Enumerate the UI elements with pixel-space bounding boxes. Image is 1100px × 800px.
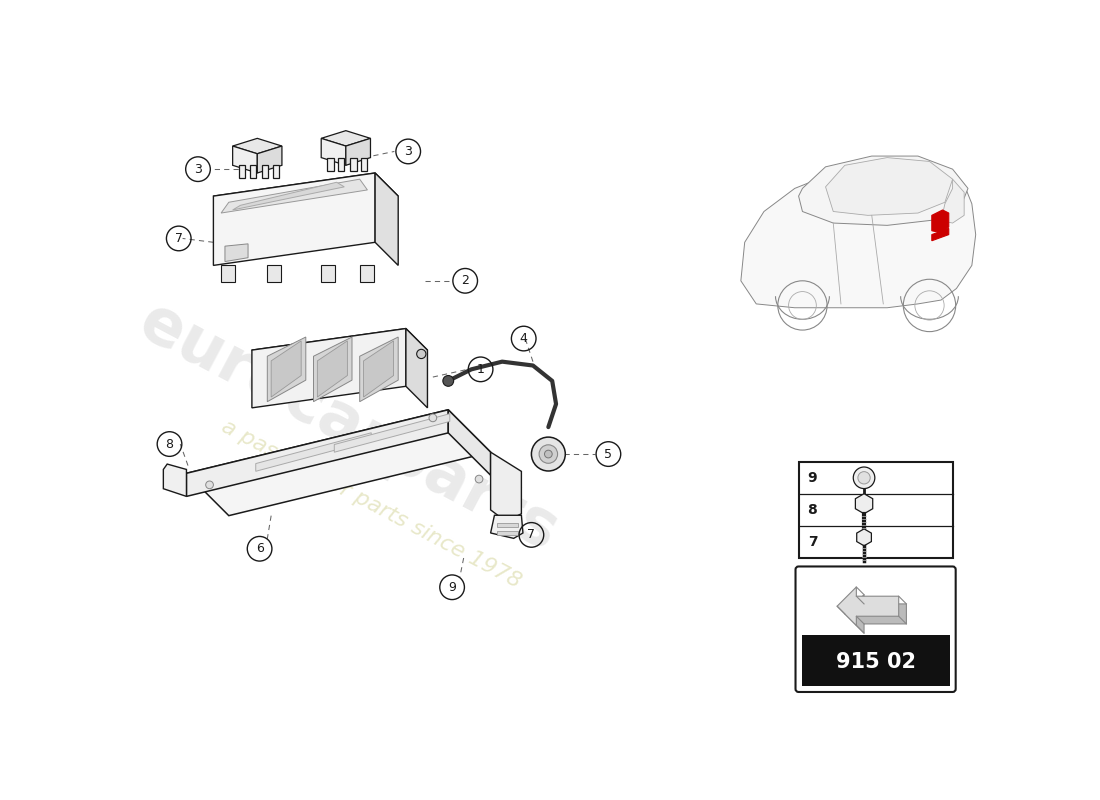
- Polygon shape: [825, 158, 953, 215]
- Polygon shape: [338, 158, 344, 170]
- Polygon shape: [942, 179, 964, 223]
- Polygon shape: [233, 146, 257, 173]
- Polygon shape: [360, 266, 374, 282]
- Polygon shape: [224, 244, 249, 262]
- Text: 9: 9: [807, 470, 817, 485]
- Polygon shape: [375, 173, 398, 266]
- Text: 3: 3: [405, 145, 412, 158]
- Polygon shape: [491, 452, 521, 522]
- Text: 7: 7: [527, 529, 536, 542]
- Polygon shape: [321, 130, 371, 146]
- Polygon shape: [360, 337, 398, 402]
- Text: 1: 1: [476, 363, 484, 376]
- Polygon shape: [345, 138, 371, 166]
- Polygon shape: [250, 166, 255, 178]
- Text: 7: 7: [807, 535, 817, 549]
- Polygon shape: [221, 266, 235, 282]
- Polygon shape: [255, 433, 372, 471]
- Polygon shape: [233, 138, 282, 154]
- Circle shape: [475, 475, 483, 483]
- Polygon shape: [257, 146, 282, 173]
- Polygon shape: [271, 341, 301, 397]
- Polygon shape: [163, 464, 186, 496]
- Text: 4: 4: [520, 332, 528, 345]
- Polygon shape: [363, 341, 394, 397]
- Bar: [802, 635, 949, 686]
- Polygon shape: [267, 266, 282, 282]
- FancyBboxPatch shape: [795, 566, 956, 692]
- Polygon shape: [406, 329, 428, 408]
- Polygon shape: [186, 410, 491, 516]
- Polygon shape: [267, 337, 306, 402]
- Polygon shape: [314, 337, 352, 402]
- Polygon shape: [932, 210, 948, 233]
- Text: 915 02: 915 02: [836, 652, 915, 672]
- Text: 8: 8: [165, 438, 174, 450]
- Polygon shape: [273, 166, 279, 178]
- Polygon shape: [351, 158, 356, 170]
- Circle shape: [531, 437, 565, 471]
- Circle shape: [417, 350, 426, 358]
- Text: 6: 6: [255, 542, 264, 555]
- Polygon shape: [213, 173, 398, 219]
- Polygon shape: [221, 179, 367, 213]
- Polygon shape: [318, 341, 348, 397]
- Polygon shape: [334, 414, 450, 452]
- Circle shape: [854, 467, 874, 489]
- Circle shape: [206, 481, 213, 489]
- Polygon shape: [262, 166, 268, 178]
- Polygon shape: [845, 594, 906, 633]
- Polygon shape: [252, 329, 428, 372]
- Polygon shape: [741, 166, 976, 308]
- Text: 5: 5: [604, 447, 613, 461]
- Polygon shape: [213, 173, 375, 266]
- Polygon shape: [252, 329, 406, 408]
- Text: 8: 8: [807, 503, 817, 517]
- Polygon shape: [233, 182, 344, 210]
- Polygon shape: [497, 523, 517, 527]
- Polygon shape: [361, 158, 367, 170]
- Polygon shape: [497, 531, 517, 535]
- Circle shape: [443, 375, 453, 386]
- Polygon shape: [449, 410, 491, 475]
- Polygon shape: [186, 410, 449, 496]
- Bar: [799, 462, 953, 558]
- Polygon shape: [837, 587, 899, 626]
- Polygon shape: [799, 156, 968, 226]
- Polygon shape: [328, 158, 333, 170]
- Text: eurocarparts: eurocarparts: [128, 290, 569, 564]
- Text: a passion for parts since 1978: a passion for parts since 1978: [218, 416, 525, 592]
- Polygon shape: [321, 266, 336, 282]
- Circle shape: [429, 414, 437, 422]
- Circle shape: [539, 445, 558, 463]
- Polygon shape: [239, 166, 245, 178]
- Polygon shape: [321, 138, 345, 166]
- Text: 2: 2: [461, 274, 469, 287]
- Circle shape: [858, 472, 870, 484]
- Polygon shape: [932, 229, 948, 241]
- Text: 7: 7: [175, 232, 183, 245]
- Text: 3: 3: [194, 162, 202, 176]
- Polygon shape: [491, 515, 522, 538]
- Circle shape: [544, 450, 552, 458]
- Text: 9: 9: [448, 581, 456, 594]
